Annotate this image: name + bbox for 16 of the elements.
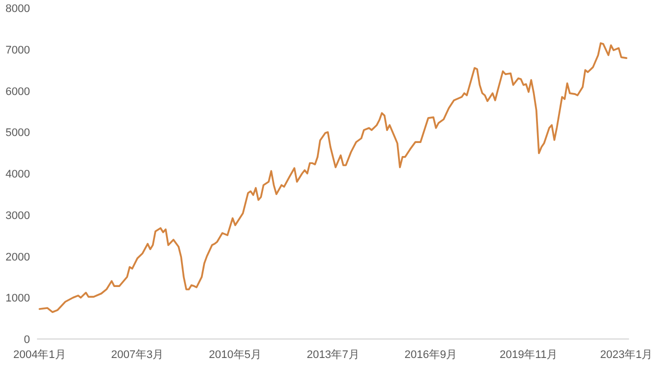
y-tick-label: 8000 — [6, 3, 30, 15]
x-tick-label: 2010年5月 — [208, 349, 262, 361]
x-tick-label: 2004年1月 — [13, 349, 66, 361]
x-tick-label: 2016年9月 — [404, 349, 458, 361]
y-tick-label: 6000 — [6, 86, 30, 98]
x-tick-label: 2019年11月 — [500, 349, 558, 361]
y-tick-label: 1000 — [6, 292, 30, 305]
y-tick-label: 5000 — [6, 127, 30, 140]
x-tick-label: 2013年7月 — [306, 349, 360, 361]
y-tick-label: 7000 — [6, 44, 30, 56]
y-tick-label: 2000 — [6, 251, 30, 264]
y-tick-label: 4000 — [6, 168, 30, 180]
x-tick-label: 2007年3月 — [111, 349, 164, 361]
y-tick-label: 3000 — [6, 210, 30, 222]
x-tick-label: 2023年1月 — [600, 349, 653, 361]
y-tick-label: 0 — [24, 334, 30, 346]
